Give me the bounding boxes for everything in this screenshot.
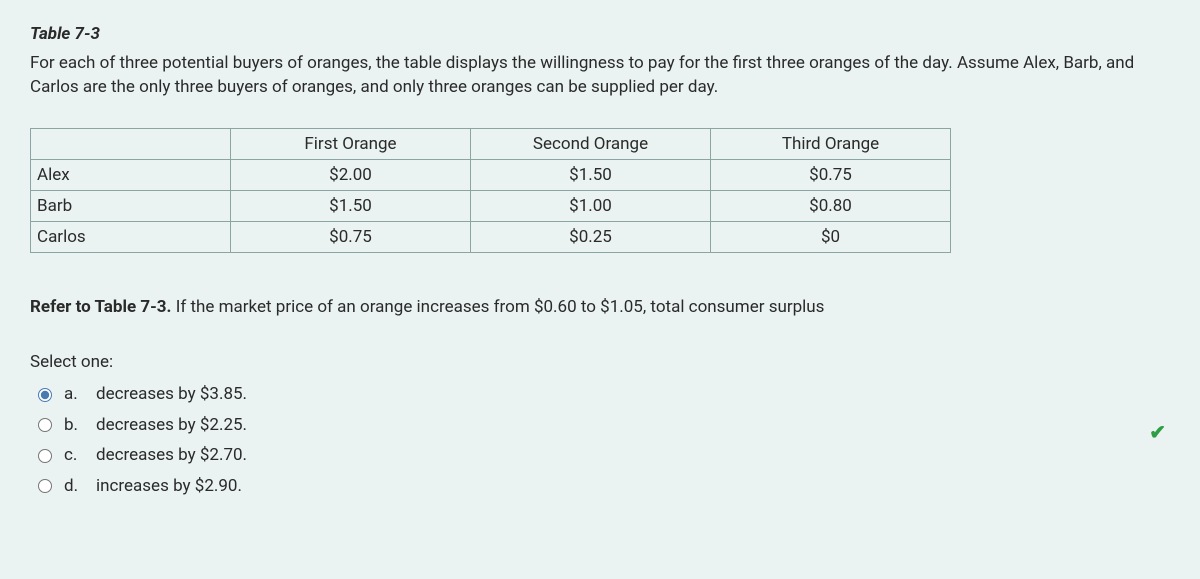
option-b-radio[interactable]: [38, 418, 52, 432]
option-text: decreases by $3.85.: [96, 382, 247, 407]
table-cell: $0.75: [711, 159, 951, 190]
table-row: Alex $2.00 $1.50 $0.75: [31, 159, 951, 190]
options-group: a. decreases by $3.85. b. decreases by $…: [30, 382, 1170, 499]
table-cell: $0.80: [711, 190, 951, 221]
table-header-blank: [31, 128, 231, 159]
table-header-first: First Orange: [231, 128, 471, 159]
option-letter: b.: [64, 413, 84, 438]
option-letter: d.: [64, 474, 84, 499]
table-cell: $0.25: [471, 221, 711, 252]
question-text: Refer to Table 7-3. If the market price …: [30, 295, 1170, 320]
table-header-second: Second Orange: [471, 128, 711, 159]
correct-check-icon: ✔: [1149, 418, 1166, 447]
option-text: decreases by $2.70.: [96, 443, 247, 468]
table-header-third: Third Orange: [711, 128, 951, 159]
table-cell: $2.00: [231, 159, 471, 190]
option-letter: a.: [64, 382, 84, 407]
option-text: decreases by $2.25.: [96, 413, 247, 438]
table-cell: $1.50: [471, 159, 711, 190]
option-letter: c.: [64, 443, 84, 468]
table-cell: $0.75: [231, 221, 471, 252]
table-cell: $1.00: [471, 190, 711, 221]
option-a-radio[interactable]: [38, 388, 52, 402]
intro-text: For each of three potential buyers of or…: [30, 51, 1170, 100]
table-row: Carlos $0.75 $0.25 $0: [31, 221, 951, 252]
question-body: If the market price of an orange increas…: [171, 297, 824, 317]
table-cell-name: Carlos: [31, 221, 231, 252]
option-d[interactable]: d. increases by $2.90.: [38, 474, 1170, 499]
table-cell: $1.50: [231, 190, 471, 221]
option-a[interactable]: a. decreases by $3.85.: [38, 382, 1170, 407]
option-c[interactable]: c. decreases by $2.70.: [38, 443, 1170, 468]
option-b[interactable]: b. decreases by $2.25.: [38, 413, 1170, 438]
select-one-label: Select one:: [30, 350, 1170, 375]
table-cell-name: Alex: [31, 159, 231, 190]
wtp-table: First Orange Second Orange Third Orange …: [30, 128, 951, 253]
option-c-radio[interactable]: [38, 449, 52, 463]
table-row: Barb $1.50 $1.00 $0.80: [31, 190, 951, 221]
question-lead: Refer to Table 7-3.: [30, 297, 171, 317]
table-header-row: First Orange Second Orange Third Orange: [31, 128, 951, 159]
option-text: increases by $2.90.: [96, 474, 242, 499]
table-title: Table 7-3: [30, 22, 1170, 47]
table-cell-name: Barb: [31, 190, 231, 221]
option-d-radio[interactable]: [38, 479, 52, 493]
table-cell: $0: [711, 221, 951, 252]
